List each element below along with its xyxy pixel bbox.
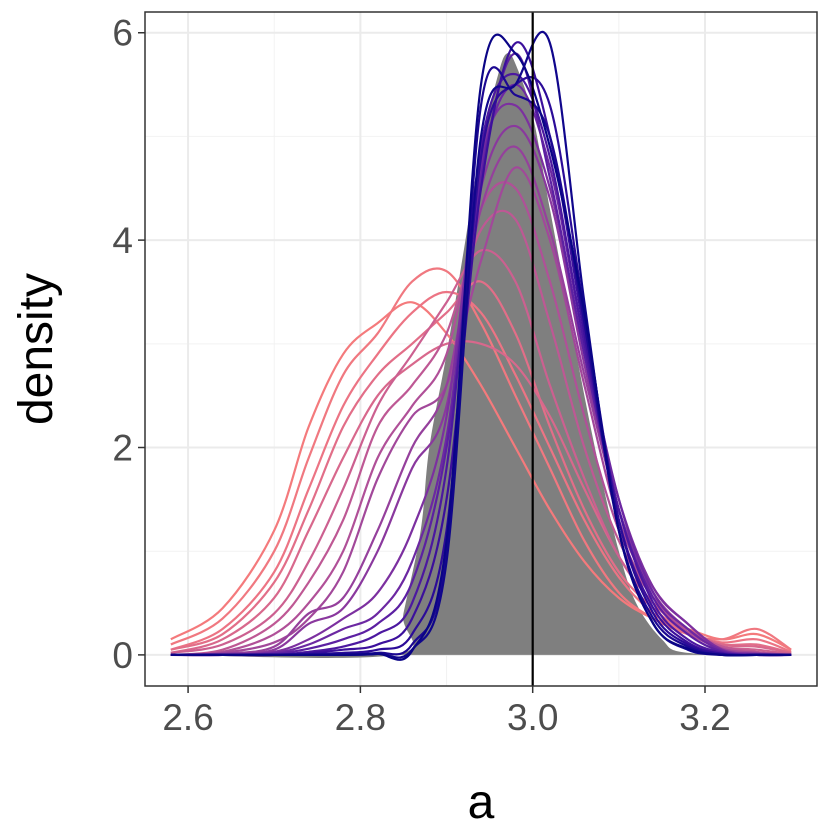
y-tick-label: 2 — [112, 428, 133, 469]
density-curve-13 — [170, 83, 792, 657]
y-tick-label: 0 — [112, 635, 133, 676]
x-tick-label: 2.8 — [335, 697, 386, 738]
x-axis-title: a — [468, 776, 495, 829]
filled-density-layer — [170, 52, 792, 658]
density-curve-12 — [170, 102, 792, 657]
y-tick-label: 6 — [112, 13, 133, 54]
density-curves-layer — [170, 31, 792, 661]
filled-density-area — [170, 52, 792, 658]
x-axis-ticks: 2.6 2.8 3.0 3.2 — [162, 686, 731, 738]
y-axis-ticks: 0 2 4 6 — [112, 13, 145, 676]
density-curve-16 — [170, 41, 792, 657]
y-tick-label: 4 — [112, 220, 133, 261]
density-curve-20 — [170, 33, 792, 661]
plot-panel-border — [144, 11, 818, 687]
x-tick-label: 3.2 — [679, 697, 730, 738]
y-axis-title: density — [10, 273, 63, 425]
x-tick-label: 2.6 — [162, 697, 213, 738]
x-tick-label: 3.0 — [507, 697, 558, 738]
